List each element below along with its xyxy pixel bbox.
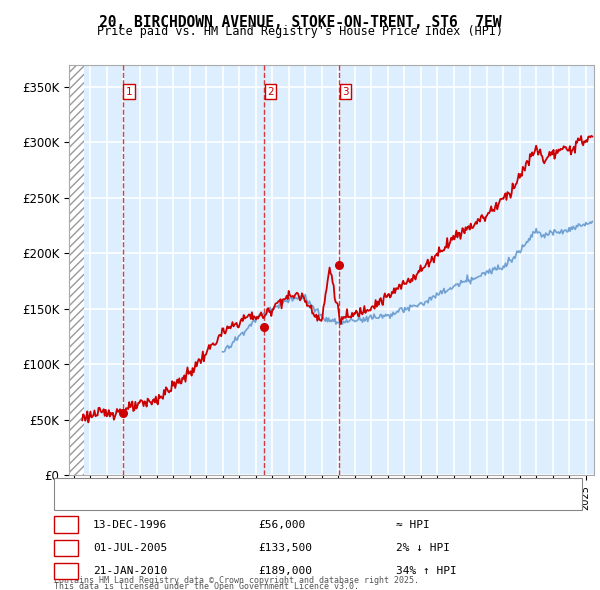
Text: 1: 1 (62, 518, 70, 531)
Text: 34% ↑ HPI: 34% ↑ HPI (396, 566, 457, 576)
Text: 2% ↓ HPI: 2% ↓ HPI (396, 543, 450, 553)
Text: This data is licensed under the Open Government Licence v3.0.: This data is licensed under the Open Gov… (54, 582, 359, 590)
Text: 1: 1 (126, 87, 133, 97)
Text: 13-DEC-1996: 13-DEC-1996 (93, 520, 167, 529)
Text: ——: —— (63, 496, 78, 509)
Text: £189,000: £189,000 (258, 566, 312, 576)
Text: 2: 2 (62, 542, 70, 555)
Text: 3: 3 (342, 87, 349, 97)
Text: £133,500: £133,500 (258, 543, 312, 553)
Text: 21-JAN-2010: 21-JAN-2010 (93, 566, 167, 576)
Text: Contains HM Land Registry data © Crown copyright and database right 2025.: Contains HM Land Registry data © Crown c… (54, 576, 419, 585)
Bar (69, 65, 84, 475)
Text: HPI: Average price, detached house, Stoke-on-Trent: HPI: Average price, detached house, Stok… (93, 497, 387, 507)
Text: 20, BIRCHDOWN AVENUE, STOKE-ON-TRENT, ST6 7EW (detached house): 20, BIRCHDOWN AVENUE, STOKE-ON-TRENT, ST… (93, 482, 457, 492)
Text: 3: 3 (62, 565, 70, 578)
Text: 2: 2 (267, 87, 274, 97)
Text: 20, BIRCHDOWN AVENUE, STOKE-ON-TRENT, ST6  7EW: 20, BIRCHDOWN AVENUE, STOKE-ON-TRENT, ST… (99, 15, 501, 30)
Text: ——: —— (63, 480, 78, 493)
Text: Price paid vs. HM Land Registry's House Price Index (HPI): Price paid vs. HM Land Registry's House … (97, 25, 503, 38)
Text: £56,000: £56,000 (258, 520, 305, 529)
Text: 01-JUL-2005: 01-JUL-2005 (93, 543, 167, 553)
Text: ≈ HPI: ≈ HPI (396, 520, 430, 529)
